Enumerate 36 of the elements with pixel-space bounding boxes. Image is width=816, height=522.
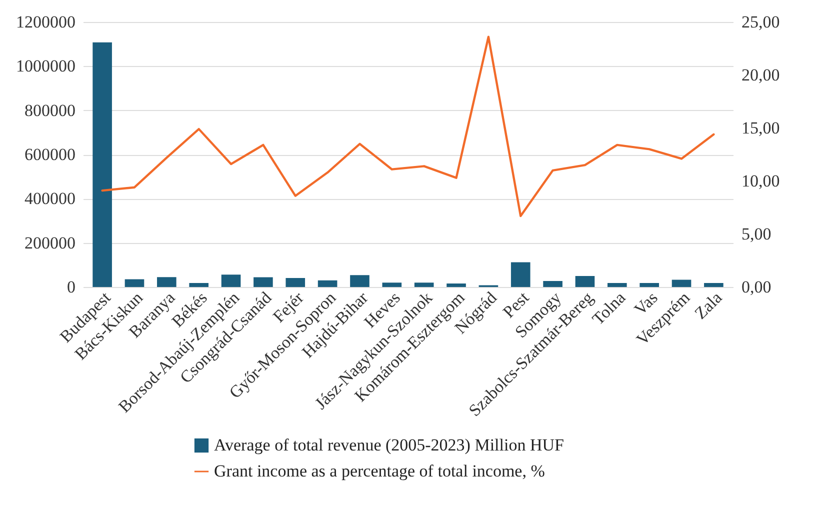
y2-tick-label: 15,00: [742, 118, 780, 138]
y2-tick-label: 5,00: [742, 224, 772, 244]
bar: [672, 280, 692, 287]
legend-label: Grant income as a percentage of total income, %: [214, 462, 545, 480]
bar: [92, 42, 112, 287]
bar: [382, 282, 402, 287]
y2-tick-label: 20,00: [742, 66, 780, 84]
y-tick-label: 400000: [24, 189, 76, 208]
bar: [414, 282, 434, 287]
bar: [189, 283, 208, 287]
bar: [254, 277, 273, 287]
y-tick-label: 800000: [24, 100, 76, 120]
bar: [157, 277, 176, 287]
line-series: [101, 36, 715, 218]
x-tick-label: Zala: [690, 288, 726, 323]
y-tick-label: 600000: [24, 145, 76, 164]
y2-tick-label: 10,00: [742, 172, 780, 190]
bar: [124, 279, 144, 287]
bar: [543, 281, 562, 287]
bar: [575, 276, 595, 287]
bar: [704, 283, 724, 287]
y2-tick-label: 0,00: [742, 278, 772, 296]
bar: [318, 280, 338, 287]
bar: [510, 262, 530, 287]
bar: [286, 278, 306, 287]
bar: [640, 283, 659, 287]
y-tick-label: 200000: [24, 233, 76, 252]
bar: [350, 275, 370, 287]
y2-tick-label: 25,00: [742, 12, 780, 32]
bar: [446, 283, 466, 287]
y-tick-label: 1200000: [16, 12, 76, 32]
bar: [608, 283, 627, 287]
y-tick-label: 0: [67, 278, 76, 296]
bar: [221, 274, 241, 287]
y-tick-label: 1000000: [16, 56, 76, 76]
legend-label: Average of total revenue (2005-2023) Million HUF: [214, 436, 564, 454]
